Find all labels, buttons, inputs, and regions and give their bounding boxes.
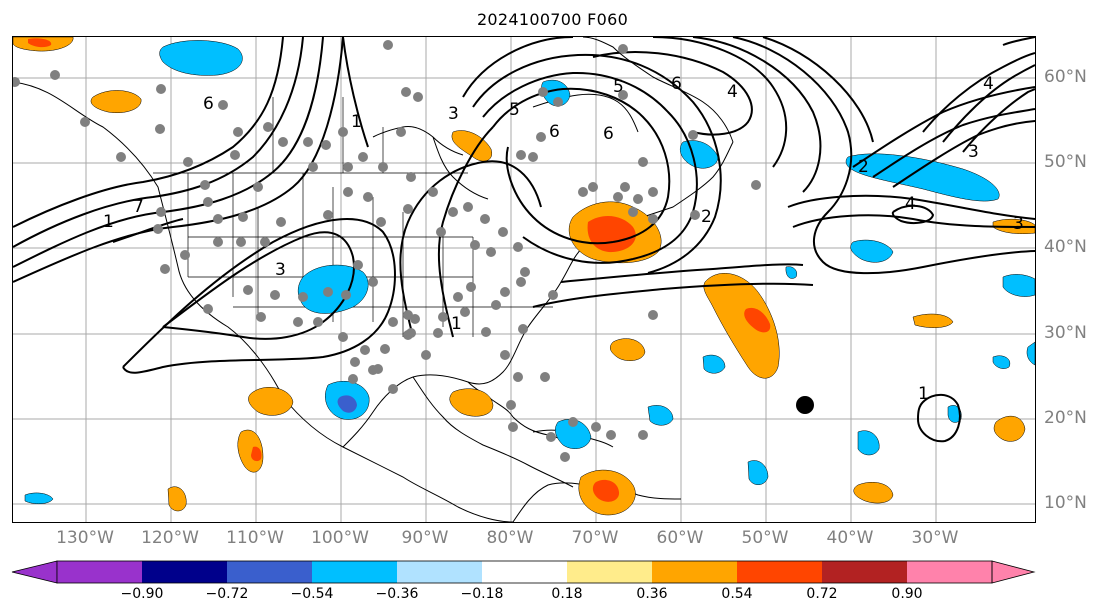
contour-label: 4 (905, 194, 916, 214)
positive-anomaly-area (912, 313, 954, 328)
contour-label: 7 (133, 197, 144, 217)
lat-label-60n: 60°N (1044, 67, 1087, 87)
strong-positive-anomaly-area (28, 38, 52, 48)
contour-label: 4 (983, 74, 994, 94)
negative-anomaly-area (857, 430, 880, 456)
colorbar-segment (142, 561, 227, 583)
negative-anomaly-area (992, 355, 1011, 369)
negative-anomaly-area (747, 460, 769, 485)
lon-label-130w: 130°W (56, 528, 114, 548)
map-title: 2024100700 F060 (476, 10, 629, 29)
positive-anomaly-area (703, 273, 780, 379)
colorbar-segment (822, 561, 907, 583)
storm-position-marker (796, 396, 814, 414)
negative-anomaly-area (647, 405, 674, 426)
negative-anomaly-area (24, 492, 54, 504)
colorbar-tick-label: −0.54 (290, 586, 334, 602)
colorbar-tick-label: 0.90 (891, 586, 923, 602)
colorbar-left-extension (11, 560, 58, 584)
colorbar-segment (397, 561, 482, 583)
contour-label: 1 (918, 384, 929, 404)
lat-label-10n: 10°N (1044, 493, 1087, 513)
negative-anomaly-area (159, 40, 243, 76)
lat-label-40n: 40°N (1044, 237, 1087, 257)
negative-anomaly-area (947, 405, 962, 423)
lat-label-50n: 50°N (1044, 152, 1087, 172)
station-dots (13, 40, 761, 462)
positive-anomaly-area (248, 387, 294, 416)
contour-label: 2 (701, 207, 712, 227)
negative-anomaly-area (785, 266, 797, 279)
strong-positive-anomaly-area (744, 307, 771, 333)
positive-anomaly-area (167, 486, 187, 512)
contour-label-group: 6 5 6 6 4 4 3 2 7 3 3 1 3 4 5 2 1 6 1 1 (103, 74, 1024, 404)
positive-anomaly-area (853, 482, 894, 504)
contour-label: 4 (727, 82, 738, 102)
colorbar-tick-label: 0.54 (721, 586, 753, 602)
colorbar-tick-label: −0.36 (375, 586, 419, 602)
negative-anomaly-area (297, 264, 369, 314)
colorbar-segment (652, 561, 737, 583)
contour-label: 3 (275, 260, 286, 280)
negative-anomaly-area (1026, 341, 1035, 366)
lat-label-30n: 30°N (1044, 323, 1087, 343)
lon-label-100w: 100°W (311, 528, 369, 548)
positive-anomaly-area (90, 90, 142, 113)
colorbar-tick-label: 0.72 (806, 586, 838, 602)
colorbar-tick-label: −0.18 (460, 586, 504, 602)
colorbar-segment (907, 561, 992, 583)
contour-label: 6 (549, 122, 560, 142)
positive-anomaly-area (449, 388, 494, 417)
negative-anomaly-area (555, 419, 592, 449)
contour-label: 1 (351, 112, 362, 132)
contour-label: 3 (1013, 214, 1024, 234)
contour-label: 3 (968, 142, 979, 162)
contour-label: 6 (671, 74, 682, 94)
colorbar-segment (482, 561, 567, 583)
map-svg: 6 5 6 6 4 4 3 2 7 3 3 1 3 4 5 2 1 6 1 1 (13, 37, 1035, 522)
contour-label: 3 (448, 104, 459, 124)
contour-label: 6 (603, 124, 614, 144)
negative-anomaly-area (850, 239, 894, 263)
contour-lines (13, 37, 1035, 443)
colorbar-tick-label: 0.18 (551, 586, 583, 602)
colorbar-segment (737, 561, 822, 583)
map-frame: 6 5 6 6 4 4 3 2 7 3 3 1 3 4 5 2 1 6 1 1 (12, 36, 1036, 523)
lon-label-110w: 110°W (226, 528, 284, 548)
colorbar-tick-label: −0.72 (205, 586, 249, 602)
lon-label-60w: 60°W (656, 528, 704, 548)
negative-anomaly-area (702, 354, 726, 374)
lon-label-80w: 80°W (486, 528, 534, 548)
positive-anomaly-area (993, 415, 1026, 442)
negative-anomaly-area (1002, 274, 1035, 297)
contour-label: 2 (858, 157, 869, 177)
anomaly-shading (13, 37, 1035, 516)
positive-anomaly-area (609, 338, 646, 361)
contour-label: 6 (203, 94, 214, 114)
colorbar-segment (57, 561, 142, 583)
lon-label-120w: 120°W (141, 528, 199, 548)
strong-positive-anomaly-area (251, 446, 262, 462)
contour-label: 5 (509, 100, 520, 120)
colorbar-right-extension (991, 560, 1036, 584)
positive-anomaly-area (237, 429, 264, 473)
negative-anomaly-area (680, 140, 719, 169)
colorbar-segment (227, 561, 312, 583)
contour-label: 1 (451, 314, 462, 334)
lon-label-40w: 40°W (826, 528, 874, 548)
lat-label-20n: 20°N (1044, 408, 1087, 428)
colorbar-segment (567, 561, 652, 583)
lon-label-50w: 50°W (741, 528, 789, 548)
lon-label-70w: 70°W (571, 528, 619, 548)
colorbar (11, 560, 1036, 584)
colorbar-tick-label: −0.90 (120, 586, 164, 602)
colorbar-tick-label: 0.36 (636, 586, 668, 602)
contour-label: 5 (613, 77, 624, 97)
lon-label-30w: 30°W (911, 528, 959, 548)
strong-positive-anomaly-area (592, 479, 620, 502)
contour-label: 1 (103, 212, 114, 232)
colorbar-segment (312, 561, 397, 583)
lon-label-90w: 90°W (401, 528, 449, 548)
strong-negative-anomaly-area (337, 395, 357, 413)
